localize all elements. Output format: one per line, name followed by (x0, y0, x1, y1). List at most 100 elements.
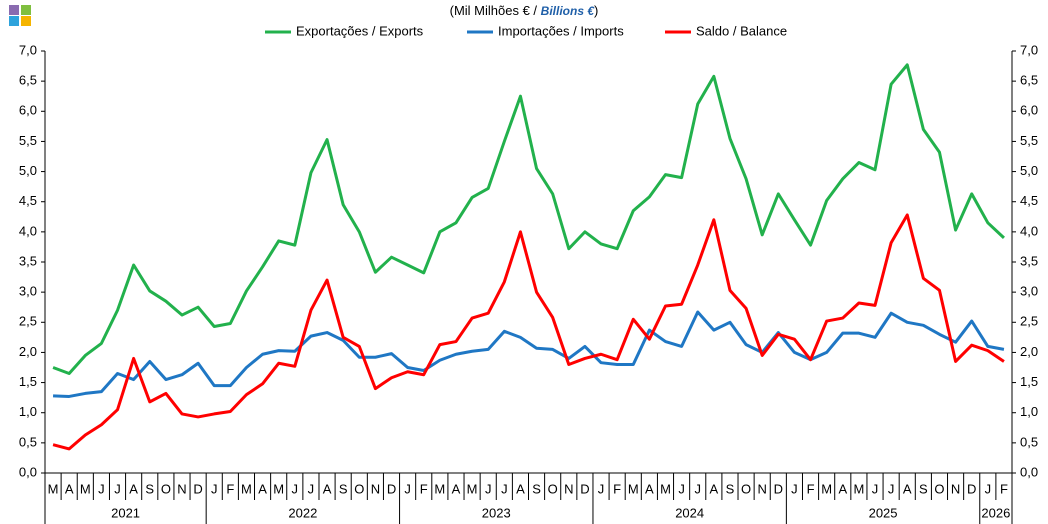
x-tick-label: A (645, 481, 654, 496)
y-tick-label: 7,0 (19, 42, 37, 57)
x-tick-label: O (741, 481, 751, 496)
x-tick-label: D (580, 481, 589, 496)
logo-square (9, 5, 19, 15)
x-tick-label: M (80, 481, 91, 496)
y2-tick-label: 0,5 (1020, 434, 1038, 449)
x-tick-label: J (678, 481, 685, 496)
x-tick-label: M (853, 481, 864, 496)
x-tick-label: F (420, 481, 428, 496)
x-tick-label: D (967, 481, 976, 496)
y2-tick-label: 4,0 (1020, 223, 1038, 238)
x-tick-label: J (308, 481, 315, 496)
x-tick-label: A (903, 481, 912, 496)
x-tick-label: F (807, 481, 815, 496)
x-tick-label: J (98, 481, 105, 496)
title-part: (Mil Milhões € / (450, 3, 541, 18)
chart-title: (Mil Milhões € / Billions €) (450, 3, 599, 18)
y2-tick-label: 1,5 (1020, 374, 1038, 389)
y-tick-label: 4,5 (19, 193, 37, 208)
x-tick-label: A (323, 481, 332, 496)
x-tick-label: N (951, 481, 960, 496)
y-tick-label: 0,0 (19, 464, 37, 479)
x-tick-label: N (757, 481, 766, 496)
logo-square (9, 16, 19, 26)
title-part: Billions € (541, 4, 596, 18)
x-tick-label: J (485, 481, 492, 496)
x-tick-label: A (452, 481, 461, 496)
x-tick-label: A (838, 481, 847, 496)
x-tick-label: F (1000, 481, 1008, 496)
y-tick-label: 3,5 (19, 253, 37, 268)
y-tick-label: 2,5 (19, 314, 37, 329)
y-tick-label: 4,0 (19, 223, 37, 238)
x-tick-label: M (273, 481, 284, 496)
y2-tick-label: 4,5 (1020, 193, 1038, 208)
y2-tick-label: 3,0 (1020, 284, 1038, 299)
year-label: 2026 (981, 505, 1010, 520)
x-tick-label: O (161, 481, 171, 496)
x-tick-label: J (694, 481, 701, 496)
x-tick-label: J (598, 481, 605, 496)
year-label: 2025 (869, 505, 898, 520)
y-tick-label: 3,0 (19, 284, 37, 299)
legend-label: Exportações / Exports (296, 23, 424, 38)
x-tick-label: J (404, 481, 411, 496)
y-tick-label: 6,5 (19, 73, 37, 88)
x-tick-label: O (548, 481, 558, 496)
logo-square (21, 16, 31, 26)
y2-tick-label: 6,0 (1020, 103, 1038, 118)
x-tick-label: N (177, 481, 186, 496)
year-label: 2022 (288, 505, 317, 520)
x-tick-label: M (241, 481, 252, 496)
x-tick-label: N (371, 481, 380, 496)
x-tick-label: A (129, 481, 138, 496)
y2-tick-label: 1,0 (1020, 404, 1038, 419)
series-line (52, 213, 1005, 451)
x-tick-label: M (821, 481, 832, 496)
x-tick-label: A (65, 481, 74, 496)
x-tick-label: J (872, 481, 879, 496)
x-tick-label: N (564, 481, 573, 496)
x-tick-label: J (292, 481, 299, 496)
legend-label: Saldo / Balance (696, 23, 787, 38)
y-tick-label: 2,0 (19, 344, 37, 359)
x-tick-label: J (888, 481, 895, 496)
x-tick-label: J (791, 481, 798, 496)
y2-tick-label: 7,0 (1020, 42, 1038, 57)
y2-tick-label: 5,0 (1020, 163, 1038, 178)
x-tick-label: A (516, 481, 525, 496)
x-tick-label: S (339, 481, 348, 496)
y-tick-label: 5,5 (19, 133, 37, 148)
y2-tick-label: 2,0 (1020, 344, 1038, 359)
x-tick-label: J (114, 481, 121, 496)
x-tick-label: D (193, 481, 202, 496)
x-tick-label: F (613, 481, 621, 496)
series-line (53, 310, 1005, 398)
x-tick-label: M (48, 481, 59, 496)
legend-label: Importações / Imports (498, 23, 624, 38)
y2-tick-label: 2,5 (1020, 314, 1038, 329)
x-tick-label: M (434, 481, 445, 496)
x-tick-label: J (985, 481, 992, 496)
x-tick-label: D (387, 481, 396, 496)
series-line (52, 63, 1005, 376)
x-tick-label: S (919, 481, 928, 496)
x-tick-label: D (774, 481, 783, 496)
y-tick-label: 6,0 (19, 103, 37, 118)
y2-tick-label: 3,5 (1020, 253, 1038, 268)
x-tick-label: J (501, 481, 508, 496)
logo (9, 5, 31, 26)
y-tick-label: 0,5 (19, 434, 37, 449)
year-label: 2023 (482, 505, 511, 520)
y-tick-label: 1,0 (19, 404, 37, 419)
y2-tick-label: 5,5 (1020, 133, 1038, 148)
x-tick-label: O (934, 481, 944, 496)
y2-tick-label: 6,5 (1020, 73, 1038, 88)
x-tick-label: S (532, 481, 541, 496)
x-tick-label: S (145, 481, 154, 496)
logo-square (21, 5, 31, 15)
x-tick-label: M (628, 481, 639, 496)
x-tick-label: A (710, 481, 719, 496)
x-tick-label: J (211, 481, 218, 496)
